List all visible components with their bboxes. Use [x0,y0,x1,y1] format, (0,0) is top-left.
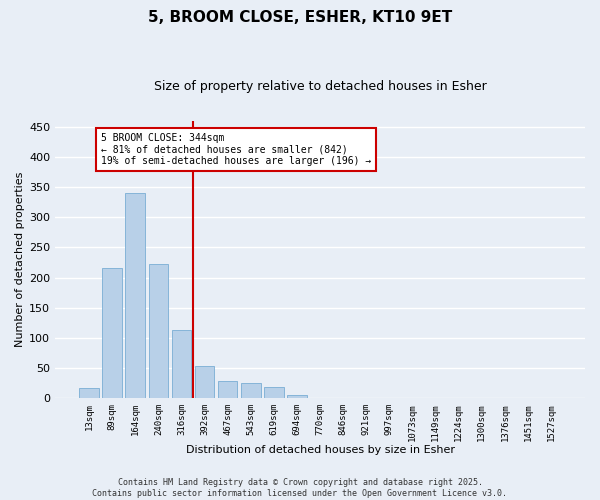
Bar [264,387,284,398]
Bar [125,193,145,398]
Text: 5 BROOM CLOSE: 344sqm
← 81% of detached houses are smaller (842)
19% of semi-det: 5 BROOM CLOSE: 344sqm ← 81% of detached … [101,132,371,166]
Bar [79,388,99,398]
Bar [195,366,214,398]
Bar [287,394,307,398]
Bar [103,268,122,398]
Bar [172,330,191,398]
X-axis label: Distribution of detached houses by size in Esher: Distribution of detached houses by size … [185,445,455,455]
Text: Contains HM Land Registry data © Crown copyright and database right 2025.
Contai: Contains HM Land Registry data © Crown c… [92,478,508,498]
Bar [149,264,168,398]
Y-axis label: Number of detached properties: Number of detached properties [15,172,25,347]
Text: 5, BROOM CLOSE, ESHER, KT10 9ET: 5, BROOM CLOSE, ESHER, KT10 9ET [148,10,452,25]
Title: Size of property relative to detached houses in Esher: Size of property relative to detached ho… [154,80,487,93]
Bar [241,383,260,398]
Bar [218,381,238,398]
